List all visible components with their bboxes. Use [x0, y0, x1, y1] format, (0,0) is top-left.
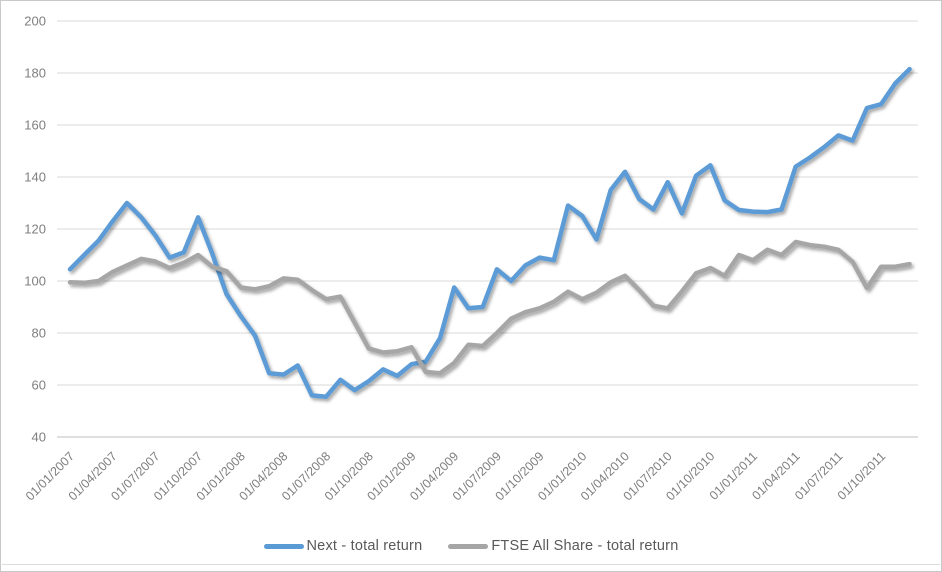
next-series-line [67, 66, 912, 399]
y-axis-tick-label: 40 [32, 430, 46, 445]
series-lines [67, 66, 912, 399]
y-axis-tick-label: 100 [24, 274, 46, 289]
y-axis-tick-label: 200 [24, 14, 46, 29]
gridlines [57, 20, 918, 438]
chart-bottom-rule [2, 564, 940, 565]
y-axis-labels: 200 180 160 140 120 100 80 60 40 [24, 14, 46, 445]
y-axis-tick-label: 120 [24, 222, 46, 237]
legend-item-next: Next - total return [263, 538, 423, 554]
legend-label-next: Next - total return [306, 538, 423, 554]
ftse-series-swatch-icon [448, 543, 489, 549]
chart-legend: Next - total return FTSE All Share - tot… [0, 533, 942, 559]
y-axis-tick-label: 140 [24, 170, 46, 185]
y-axis-tick-label: 160 [24, 118, 46, 133]
x-axis-labels: 01/01/200701/04/200701/07/200701/10/2007… [23, 449, 888, 503]
legend-label-ftse: FTSE All Share - total return [491, 538, 679, 554]
ftse-series-line [67, 239, 912, 376]
next-series-swatch-icon [263, 543, 304, 549]
y-axis-tick-label: 180 [24, 66, 46, 81]
y-axis-tick-label: 80 [32, 326, 46, 341]
y-axis-tick-label: 60 [32, 378, 46, 393]
legend-item-ftse: FTSE All Share - total return [448, 538, 678, 554]
